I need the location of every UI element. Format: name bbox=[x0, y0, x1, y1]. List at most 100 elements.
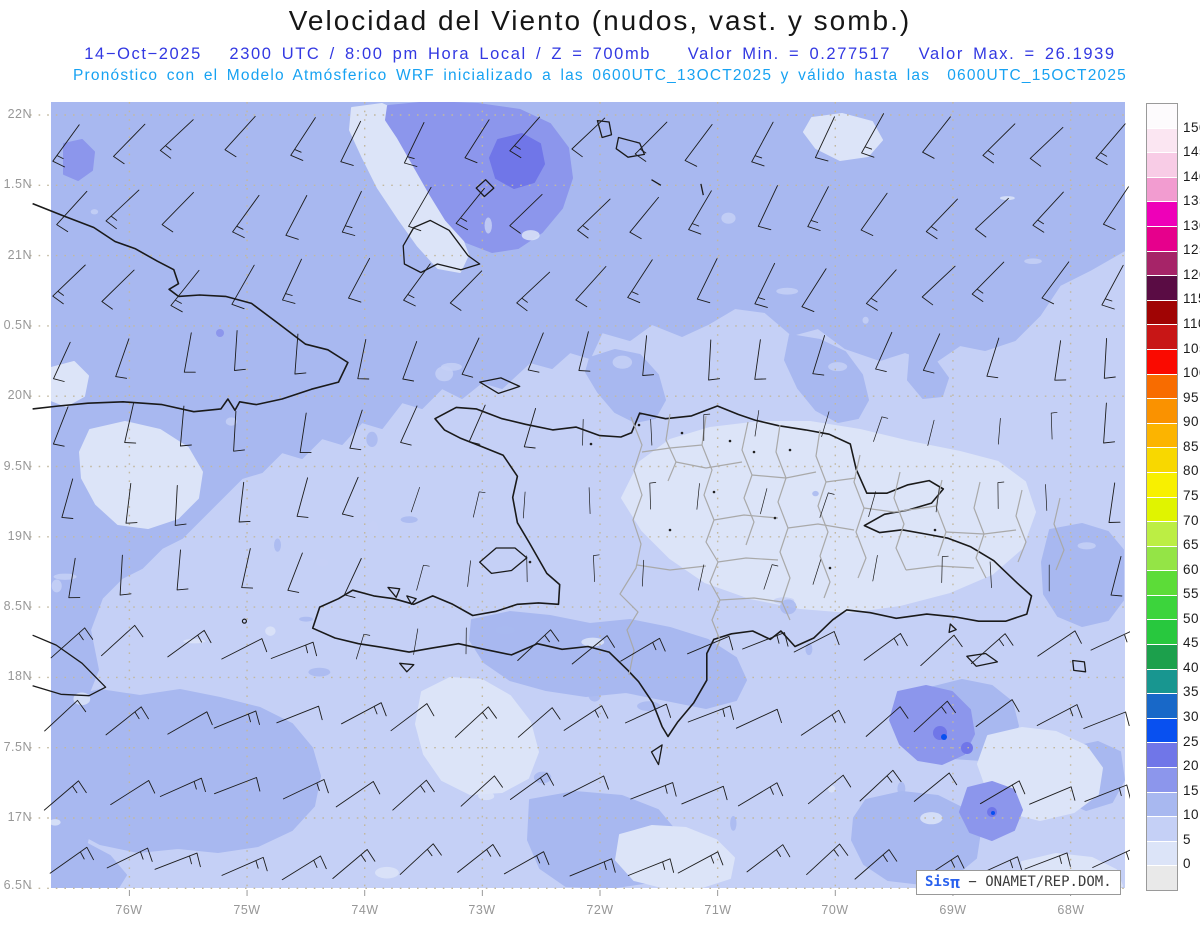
legend-value: 85 bbox=[1183, 438, 1200, 454]
legend-swatch bbox=[1147, 104, 1177, 128]
legend-value: 145 bbox=[1183, 144, 1200, 160]
legend-value: 40 bbox=[1183, 659, 1200, 675]
legend-value: 135 bbox=[1183, 193, 1200, 209]
wind-speed-colorbar bbox=[1146, 103, 1178, 891]
legend-swatch bbox=[1147, 325, 1177, 349]
lon-label: 72W bbox=[586, 903, 614, 917]
legend-value: 110 bbox=[1183, 316, 1200, 332]
legend-value: 20 bbox=[1183, 758, 1200, 774]
legend-swatch bbox=[1147, 399, 1177, 423]
lon-label: 76W bbox=[115, 903, 143, 917]
legend-value: 80 bbox=[1183, 463, 1200, 479]
legend-swatch bbox=[1147, 743, 1177, 768]
legend-value: 115 bbox=[1183, 291, 1200, 307]
station-dots bbox=[528, 423, 937, 570]
legend-value: 125 bbox=[1183, 242, 1200, 258]
branding-dash: − bbox=[959, 874, 986, 890]
legend-swatch bbox=[1147, 841, 1177, 866]
coastlines bbox=[32, 202, 1033, 738]
legend-value: 35 bbox=[1183, 684, 1200, 700]
map-canvas bbox=[30, 102, 1130, 896]
lat-label: 6.5N bbox=[3, 878, 32, 892]
legend-value: 30 bbox=[1183, 709, 1200, 724]
legend-swatch bbox=[1147, 251, 1177, 276]
legend-value: 70 bbox=[1183, 512, 1200, 528]
legend-swatch bbox=[1147, 718, 1177, 743]
pi-symbol: π bbox=[950, 872, 960, 892]
lon-label: 70W bbox=[821, 903, 849, 917]
legend-swatch bbox=[1147, 448, 1177, 472]
legend-value: 140 bbox=[1183, 168, 1200, 184]
legend-swatch bbox=[1147, 423, 1177, 448]
legend-swatch bbox=[1147, 472, 1177, 497]
lat-label: 19N bbox=[7, 529, 32, 543]
legend-value: 65 bbox=[1183, 537, 1200, 553]
legend-swatch bbox=[1147, 276, 1177, 300]
lat-label: 17N bbox=[7, 810, 32, 824]
legend-swatch bbox=[1147, 349, 1177, 374]
lat-label: 21N bbox=[7, 248, 32, 262]
page-title: Velocidad del Viento (nudos, vast. y som… bbox=[288, 5, 912, 36]
lat-label: 18N bbox=[7, 669, 32, 683]
lon-label: 68W bbox=[1057, 903, 1085, 917]
legend-swatch bbox=[1147, 497, 1177, 522]
legend-swatch bbox=[1147, 546, 1177, 571]
lat-label: 22N bbox=[7, 107, 32, 121]
legend-value: 150 bbox=[1183, 119, 1200, 135]
legend-swatch bbox=[1147, 669, 1177, 694]
lat-label: 7.5N bbox=[3, 740, 32, 754]
legend-swatch bbox=[1147, 792, 1177, 817]
branding-org: ONAMET/REP.DOM. bbox=[985, 874, 1112, 890]
legend-value: 120 bbox=[1183, 266, 1200, 282]
legend-swatch bbox=[1147, 177, 1177, 202]
legend-swatch bbox=[1147, 817, 1177, 841]
legend-value: 0 bbox=[1183, 856, 1192, 872]
lat-label: 8.5N bbox=[3, 599, 32, 613]
legend-swatch bbox=[1147, 300, 1177, 325]
legend-value: 25 bbox=[1183, 733, 1200, 749]
lon-label: 74W bbox=[351, 903, 379, 917]
lon-label: 71W bbox=[704, 903, 732, 917]
legend-value: 55 bbox=[1183, 586, 1200, 602]
lat-label: 1.5N bbox=[3, 177, 32, 191]
lon-label: 69W bbox=[939, 903, 967, 917]
legend-swatch bbox=[1147, 128, 1177, 153]
lat-label: 0.5N bbox=[3, 318, 32, 332]
lat-label: 9.5N bbox=[3, 459, 32, 473]
valid-time-line: 14−Oct−2025 2300 UTC / 8:00 pm Hora Loca… bbox=[84, 45, 1116, 63]
legend-swatch bbox=[1147, 202, 1177, 226]
legend-swatch bbox=[1147, 153, 1177, 177]
legend-value: 60 bbox=[1183, 561, 1200, 577]
wind-barbs bbox=[43, 113, 1130, 881]
legend-swatch bbox=[1147, 571, 1177, 595]
legend-value: 100 bbox=[1183, 365, 1200, 381]
legend-value: 45 bbox=[1183, 635, 1200, 651]
legend-value: 5 bbox=[1183, 831, 1192, 847]
legend-value: 90 bbox=[1183, 414, 1200, 430]
legend-value: 50 bbox=[1183, 610, 1200, 626]
legend-value: 130 bbox=[1183, 217, 1200, 233]
legend-swatch bbox=[1147, 645, 1177, 669]
legend-swatch bbox=[1147, 620, 1177, 645]
lat-label: 20N bbox=[7, 388, 32, 402]
legend-swatch bbox=[1147, 768, 1177, 792]
legend-swatch bbox=[1147, 866, 1177, 890]
legend-swatch bbox=[1147, 595, 1177, 620]
lon-label: 75W bbox=[233, 903, 261, 917]
legend-swatch bbox=[1147, 522, 1177, 546]
legend-swatch bbox=[1147, 374, 1177, 399]
legend-value: 95 bbox=[1183, 389, 1200, 405]
branding-box: Sis π − ONAMET/REP.DOM. bbox=[916, 870, 1121, 895]
model-init-line: Pronóstico con el Modelo Atmósferico WRF… bbox=[72, 67, 1127, 84]
legend-swatch bbox=[1147, 694, 1177, 718]
legend-value: 10 bbox=[1183, 807, 1200, 823]
province-boundaries bbox=[619, 413, 1065, 676]
lon-label: 73W bbox=[468, 903, 496, 917]
legend-swatch bbox=[1147, 226, 1177, 251]
wind-speed-shading bbox=[51, 102, 1125, 888]
sispi-logo: Sis bbox=[925, 874, 951, 890]
legend-value: 75 bbox=[1183, 487, 1200, 503]
legend-value: 105 bbox=[1183, 340, 1200, 356]
legend-value: 15 bbox=[1183, 782, 1200, 798]
